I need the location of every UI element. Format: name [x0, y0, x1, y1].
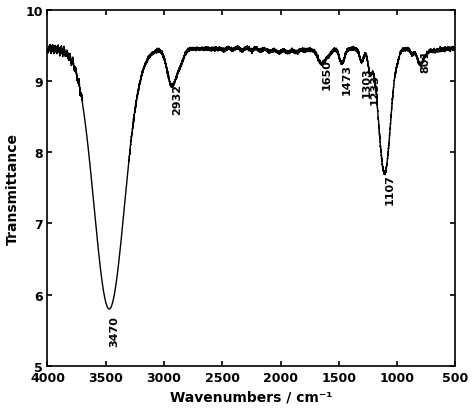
Text: 1650: 1650 [321, 59, 331, 90]
Y-axis label: Transmittance: Transmittance [6, 133, 19, 244]
Text: 2932: 2932 [172, 84, 182, 115]
Text: 3470: 3470 [109, 315, 119, 346]
X-axis label: Wavenumbers / cm⁻¹: Wavenumbers / cm⁻¹ [170, 389, 333, 403]
Text: 1107: 1107 [384, 174, 394, 205]
Text: 801: 801 [420, 49, 430, 73]
Text: 1233: 1233 [370, 74, 380, 105]
Text: 1473: 1473 [342, 64, 352, 95]
Text: 1303: 1303 [362, 67, 372, 98]
